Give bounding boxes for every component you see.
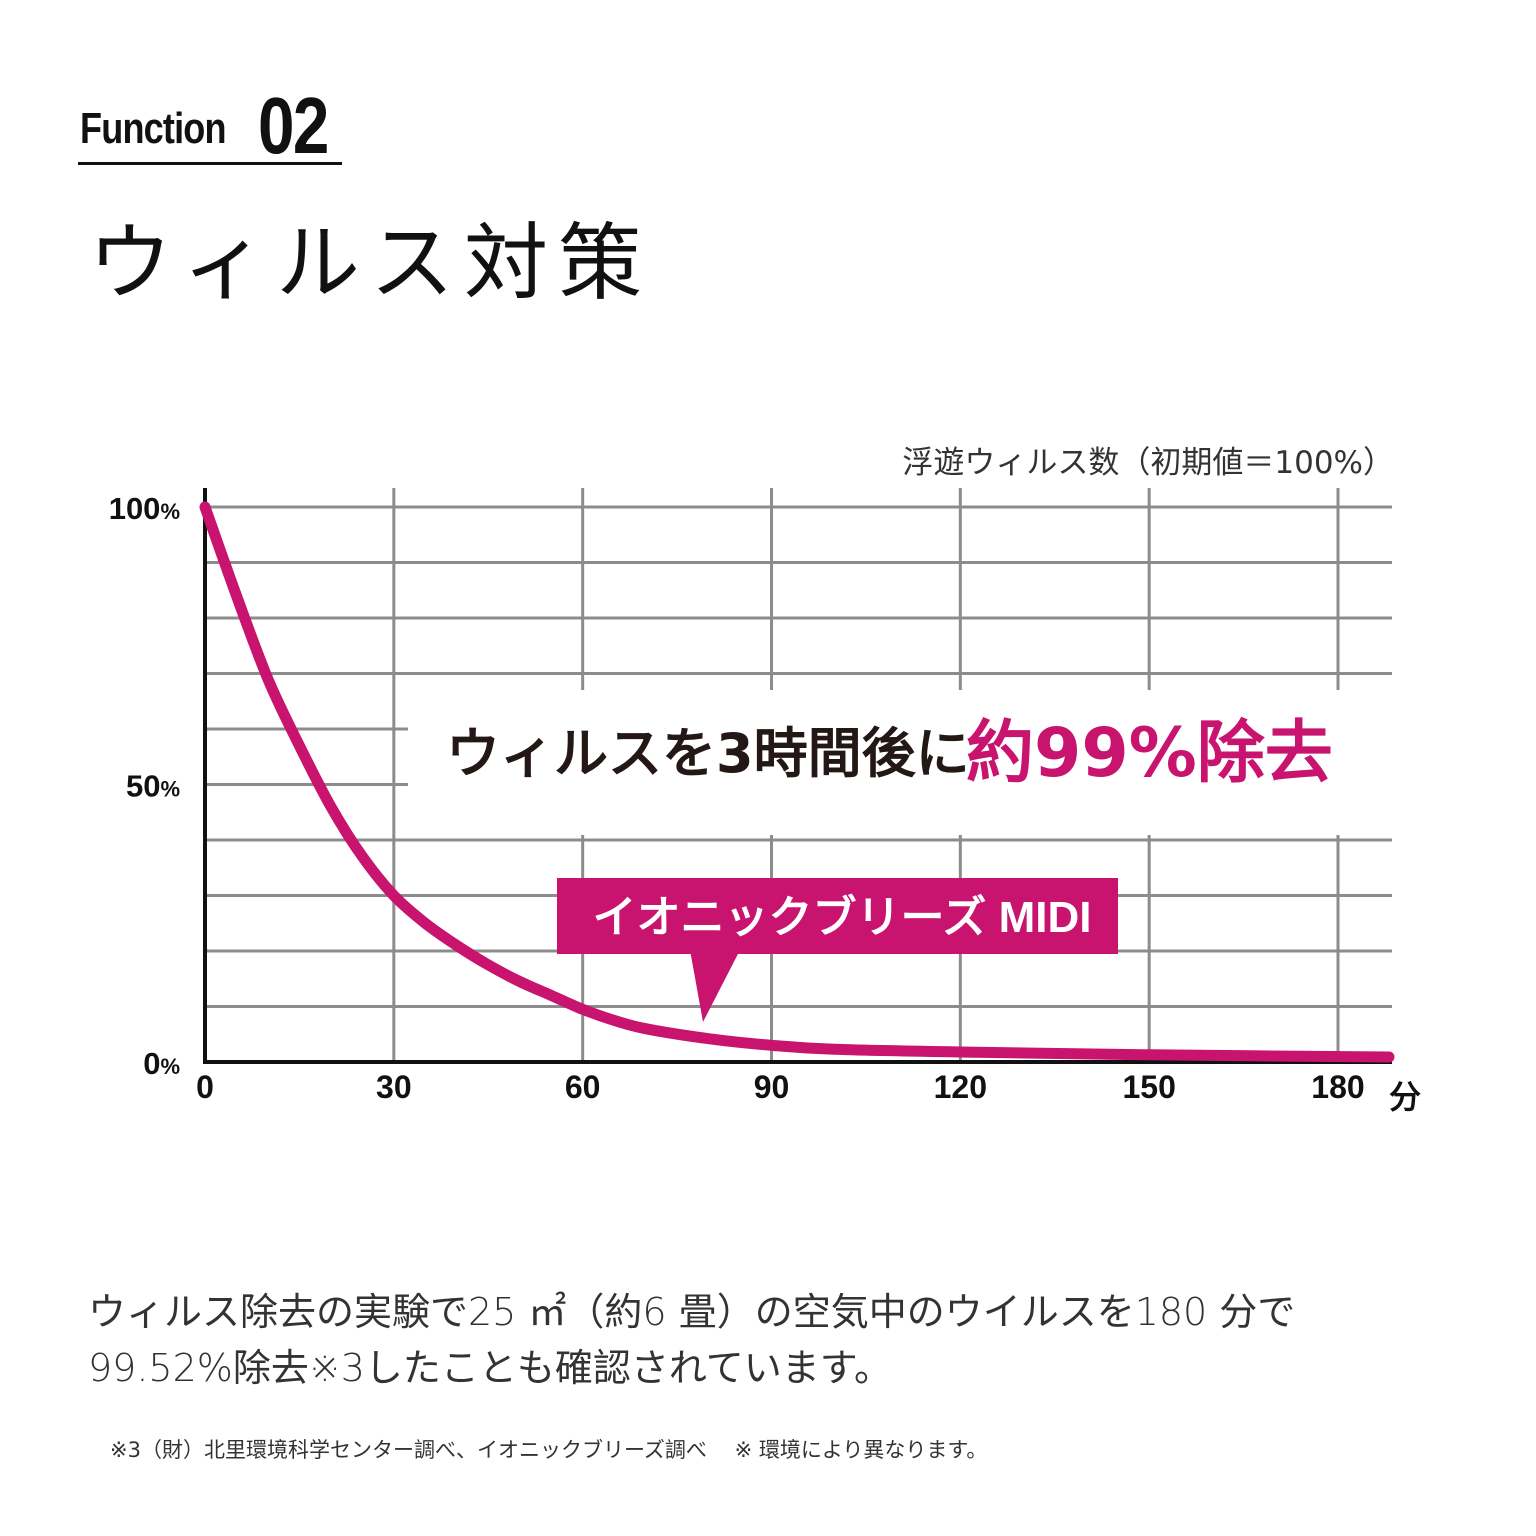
y-tick-label: 50% (126, 769, 180, 804)
x-axis-unit: 分 (1389, 1078, 1421, 1116)
headline-pink-text: 約99%除去 (966, 714, 1333, 793)
series-callout: イオニックブリーズ MIDI (557, 878, 1118, 1022)
x-tick-label: 120 (934, 1069, 987, 1105)
y-tick-label: 0% (143, 1046, 180, 1081)
y-tick-labels: 100% 50% 0% (109, 491, 180, 1081)
function-number: 02 (258, 81, 329, 170)
function-underline (78, 162, 342, 165)
description-line-2: 99.52%除去※3したことも確認されています。 (88, 1346, 892, 1390)
description-line-1: ウィルス除去の実験で25 ㎡（約6 畳）の空気中のウイルスを180 分で (88, 1290, 1296, 1334)
headline-black-text: ウィルスを3時間後に (446, 722, 970, 785)
x-tick-label: 180 (1311, 1069, 1364, 1105)
x-tick-label: 60 (565, 1069, 601, 1105)
x-tick-labels: 0 30 60 90 120 150 180 (196, 1069, 1365, 1105)
callout-pointer (690, 950, 740, 1022)
callout-box (557, 878, 1118, 954)
function-label: Function (80, 104, 227, 153)
callout-label: イオニックブリーズ MIDI (593, 892, 1092, 942)
chart-axes (203, 488, 1392, 1064)
x-tick-label: 90 (754, 1069, 790, 1105)
y-axis-label: 浮遊ウィルス数（初期値＝100%） (902, 445, 1394, 481)
series-line-ionic-breeze-midi (199, 501, 1395, 1063)
footnote: ※3（財）北里環境科学センター調べ、イオニックブリーズ調べ ※ 環境により異なり… (110, 1438, 988, 1462)
x-tick-label: 0 (196, 1069, 214, 1105)
y-tick-label: 100% (109, 491, 180, 526)
description-text: ウィルス除去の実験で25 ㎡（約6 畳）の空気中のウイルスを180 分で 99.… (88, 1284, 1295, 1396)
headline-mask (408, 690, 1392, 835)
x-tick-label: 30 (376, 1069, 412, 1105)
page-title: ウィルス対策 (88, 214, 653, 312)
x-tick-label: 150 (1122, 1069, 1175, 1105)
